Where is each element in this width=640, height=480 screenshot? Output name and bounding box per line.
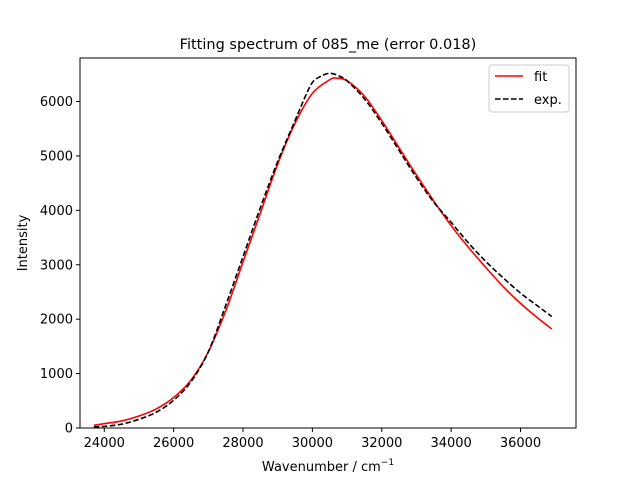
x-axis-ticks: 24000 26000 28000 30000 32000 34000 36000 xyxy=(84,428,541,451)
x-axis-label-text: Wavenumber / cm xyxy=(262,460,381,475)
series-line-exp xyxy=(93,72,553,428)
legend: fit exp. xyxy=(488,64,570,113)
x-tick-label: 32000 xyxy=(361,436,402,451)
plot-lines xyxy=(93,72,553,428)
y-tick-label: 1000 xyxy=(40,367,73,382)
y-tick-label: 4000 xyxy=(40,204,73,219)
axes-frame xyxy=(79,57,577,429)
legend-label-fit: fit xyxy=(534,70,547,85)
x-tick-label: 34000 xyxy=(430,436,471,451)
series-line-fit xyxy=(93,77,553,427)
legend-label-exp: exp. xyxy=(534,93,562,108)
x-axis-label-superscript: −1 xyxy=(381,458,394,468)
x-tick-label: 24000 xyxy=(84,436,125,451)
y-tick-label: 3000 xyxy=(40,258,73,273)
x-tick-label: 26000 xyxy=(153,436,194,451)
chart-title: Fitting spectrum of 085_me (error 0.018) xyxy=(180,37,477,53)
y-tick-label: 2000 xyxy=(40,313,73,328)
y-tick-label: 5000 xyxy=(40,149,73,164)
y-tick-label: 0 xyxy=(65,422,73,437)
x-tick-label: 36000 xyxy=(500,436,541,451)
y-axis-label: Intensity xyxy=(16,214,31,271)
x-tick-label: 30000 xyxy=(292,436,333,451)
x-tick-label: 28000 xyxy=(222,436,263,451)
y-tick-label: 6000 xyxy=(40,95,73,110)
x-axis-label: Wavenumber / cm−1 xyxy=(262,458,394,475)
y-axis-ticks: 0 1000 2000 3000 4000 5000 6000 xyxy=(40,95,80,437)
